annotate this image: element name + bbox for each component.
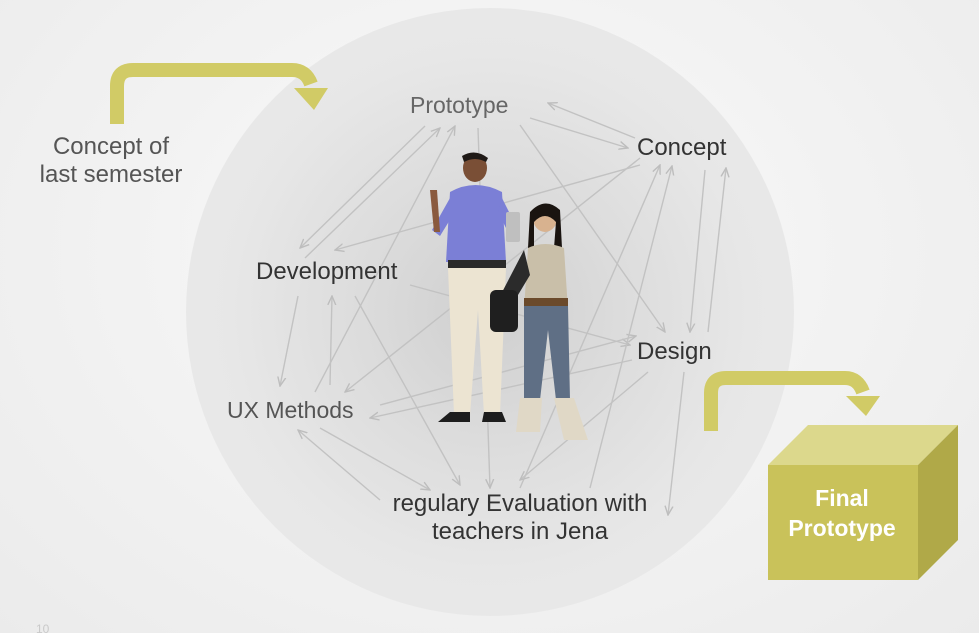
- cube-front-face: [768, 465, 918, 580]
- final-line2: Prototype: [788, 514, 896, 541]
- edge-ux-prototype: [314, 126, 455, 393]
- edge-design-concept: [707, 168, 726, 333]
- woman-figure: [490, 203, 588, 440]
- node-evaluation-line1: regulary Evaluation with: [392, 490, 648, 517]
- edge-concept-design: [690, 169, 706, 332]
- edge-development-ux: [280, 295, 299, 386]
- edge-prototype-concept: [529, 117, 628, 148]
- edge-development-prototype: [304, 128, 440, 259]
- edge-design-evaluation: [520, 371, 649, 480]
- input-line1: Concept of: [52, 133, 170, 160]
- edge-prototype-design: [519, 124, 665, 332]
- final-prototype-label: Final Prototype: [768, 484, 916, 544]
- node-development: Development: [256, 258, 398, 285]
- cube-side-face: [918, 425, 958, 580]
- edge-ux-design: [379, 336, 636, 406]
- people-illustration: [430, 152, 588, 440]
- cube-top-face: [768, 425, 958, 465]
- edge-development-evaluation: [354, 295, 460, 485]
- final-prototype-cube: [768, 425, 958, 580]
- edge-concept-prototype: [548, 103, 636, 139]
- node-evaluation-line2: teachers in Jena: [431, 517, 609, 545]
- input-line2: last semester: [39, 160, 183, 188]
- node-concept: Concept: [637, 134, 727, 161]
- input-arrow: [110, 63, 328, 124]
- page-number: 10: [36, 622, 50, 633]
- edge-design-evaluation-2: [668, 371, 685, 515]
- edge-evaluation-concept: [589, 166, 672, 489]
- final-line1: Final: [815, 485, 869, 511]
- node-design: Design: [637, 338, 712, 365]
- edge-evaluation-ux: [298, 430, 381, 501]
- node-prototype: Prototype: [410, 92, 509, 118]
- edge-development-design: [409, 284, 630, 345]
- node-ux-methods: UX Methods: [227, 397, 354, 423]
- edge-evaluation-concept-2: [519, 165, 660, 489]
- edge-ux-evaluation: [319, 427, 430, 490]
- edge-ux-development: [330, 296, 332, 386]
- input-concept-last-semester: Concept of last semester: [30, 133, 192, 188]
- output-arrow: [704, 371, 880, 431]
- edge-prototype-development: [300, 125, 426, 248]
- node-evaluation: regulary Evaluation with teachers in Jen…: [378, 490, 662, 545]
